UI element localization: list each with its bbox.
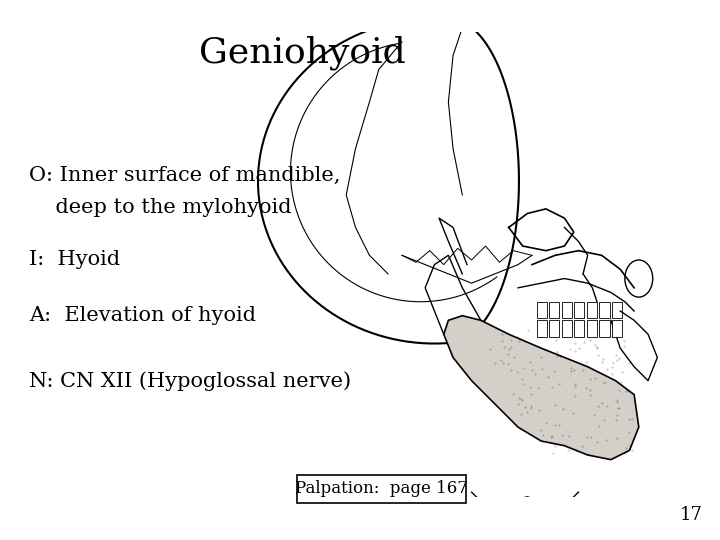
Bar xyxy=(612,302,622,318)
Bar xyxy=(536,320,546,336)
Bar xyxy=(562,320,572,336)
Bar xyxy=(575,320,585,336)
Text: Palpation:  page 167: Palpation: page 167 xyxy=(295,480,468,497)
Bar xyxy=(587,320,597,336)
Polygon shape xyxy=(495,497,555,525)
Text: I:  Hyoid: I: Hyoid xyxy=(29,249,120,269)
Text: Geniohyoid: Geniohyoid xyxy=(199,35,405,70)
Bar xyxy=(587,302,597,318)
Text: A:  Elevation of hyoid: A: Elevation of hyoid xyxy=(29,306,256,326)
Bar xyxy=(599,302,610,318)
Text: O: Inner surface of mandible,: O: Inner surface of mandible, xyxy=(29,166,340,185)
Bar xyxy=(599,320,610,336)
Polygon shape xyxy=(444,316,639,460)
Text: 17: 17 xyxy=(680,506,703,524)
Text: N: CN XII (Hypoglossal nerve): N: CN XII (Hypoglossal nerve) xyxy=(29,371,351,390)
Bar xyxy=(562,302,572,318)
Bar xyxy=(536,302,546,318)
FancyBboxPatch shape xyxy=(297,475,466,503)
Text: deep to the mylohyoid: deep to the mylohyoid xyxy=(29,198,292,218)
Bar xyxy=(549,302,559,318)
Bar xyxy=(549,320,559,336)
Bar xyxy=(575,302,585,318)
Bar xyxy=(612,320,622,336)
